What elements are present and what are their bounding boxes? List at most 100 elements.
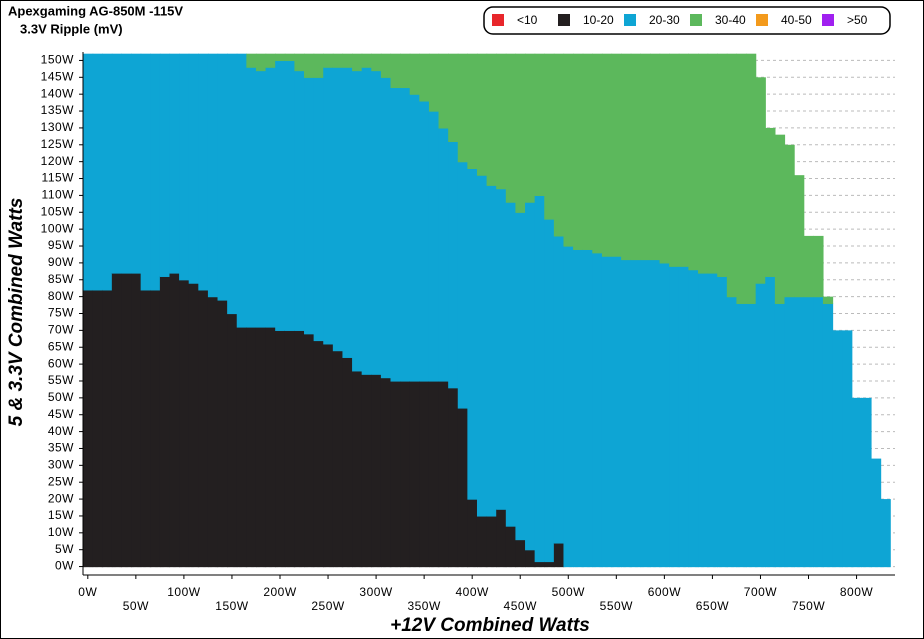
region-cell	[102, 53, 113, 291]
region-cell	[275, 330, 286, 568]
region-cell	[380, 77, 392, 379]
region-cell	[870, 458, 882, 568]
y-tick-label: 95W	[48, 238, 74, 252]
region-cell	[544, 219, 555, 563]
region-cell	[371, 374, 382, 568]
region-cell	[553, 235, 565, 544]
region-cell	[265, 326, 276, 568]
region-cell	[794, 175, 805, 298]
y-tick-label: 150W	[41, 53, 75, 67]
region-cell	[102, 289, 113, 568]
legend-swatch	[822, 14, 834, 26]
region-cell	[544, 561, 555, 568]
region-cell	[294, 70, 305, 331]
region-cell	[467, 53, 478, 170]
region-cell	[332, 53, 344, 68]
region-cell	[486, 185, 497, 517]
x-axis-title: +12V Combined Watts	[390, 615, 590, 636]
region-cell	[361, 374, 372, 568]
region-cell	[726, 296, 738, 568]
x-tick-label: 650W	[696, 599, 730, 613]
region-cell	[313, 340, 324, 568]
y-tick-label: 85W	[48, 272, 74, 286]
region-cell	[736, 53, 747, 304]
region-cell	[563, 246, 574, 568]
region-cell	[582, 249, 593, 568]
x-tick-label: 0W	[78, 585, 97, 599]
region-cell	[611, 256, 622, 568]
region-cell	[467, 168, 478, 500]
region-cell	[678, 53, 689, 267]
y-tick-label: 135W	[41, 103, 75, 117]
y-tick-label: 0W	[55, 559, 74, 573]
region-cell	[534, 53, 545, 197]
region-cell	[688, 269, 699, 568]
y-tick-label: 140W	[41, 86, 75, 100]
region-cell	[553, 542, 565, 568]
y-axis-title: 5 & 3.3V Combined Watts	[6, 198, 27, 427]
region-cell	[553, 53, 565, 237]
region-cell	[323, 343, 334, 568]
region-cell	[822, 303, 834, 568]
region-cell	[352, 370, 363, 568]
x-tick-label: 700W	[744, 585, 778, 599]
region-cell	[438, 127, 449, 382]
region-cell	[438, 380, 449, 568]
y-tick-label: 90W	[48, 255, 74, 269]
y-tick-label: 130W	[41, 120, 75, 134]
legend-swatch	[492, 14, 504, 26]
region-cell	[448, 53, 459, 143]
y-tick-label: 75W	[48, 306, 74, 320]
region-cell	[179, 53, 190, 281]
region-cell	[525, 202, 536, 551]
region-cell	[236, 326, 247, 568]
region-cell	[92, 53, 103, 291]
x-tick-label: 800W	[840, 585, 874, 599]
x-tick-label: 550W	[600, 599, 634, 613]
chart-subtitle: 3.3V Ripple (mV)	[20, 21, 123, 36]
region-cell	[150, 53, 161, 291]
region-cell	[380, 53, 392, 78]
region-cell	[765, 127, 776, 277]
region-cell	[361, 53, 372, 68]
region-cell	[592, 252, 603, 568]
region-cell	[534, 195, 545, 563]
region-cell	[255, 53, 267, 72]
region-cell	[784, 144, 795, 298]
x-tick-label: 350W	[407, 599, 441, 613]
region-cell	[707, 273, 718, 568]
region-cell	[822, 296, 834, 304]
region-cell	[803, 296, 814, 568]
legend-label: <10	[517, 13, 538, 27]
x-tick-label: 300W	[359, 585, 393, 599]
region-cell	[630, 259, 641, 568]
y-tick-label: 20W	[48, 491, 74, 505]
region-cell	[284, 53, 296, 62]
region-cell	[496, 509, 507, 568]
region-cell	[265, 53, 276, 68]
legend-swatch	[690, 14, 702, 26]
region-cell	[313, 53, 324, 78]
region-cell	[630, 53, 641, 261]
region-cell	[794, 296, 805, 568]
region-cell	[111, 53, 123, 274]
region-cell	[111, 273, 123, 568]
x-tick-label: 600W	[648, 585, 682, 599]
region-cell	[419, 53, 430, 102]
chart-title: Apexgaming AG-850M -115V	[8, 3, 183, 18]
region-cell	[236, 53, 247, 328]
region-cell	[131, 53, 142, 274]
y-tick-label: 120W	[41, 154, 75, 168]
region-cell	[505, 53, 517, 203]
region-cell	[515, 212, 526, 541]
region-cell	[342, 357, 353, 568]
region-cell	[304, 53, 315, 78]
legend-label: 40-50	[781, 13, 812, 27]
region-cell	[409, 380, 420, 568]
region-cell	[419, 380, 430, 568]
region-cell	[448, 141, 459, 389]
region-cell	[131, 273, 142, 568]
region-cell	[476, 175, 488, 517]
region-cell	[544, 53, 555, 220]
region-cell	[486, 53, 497, 186]
